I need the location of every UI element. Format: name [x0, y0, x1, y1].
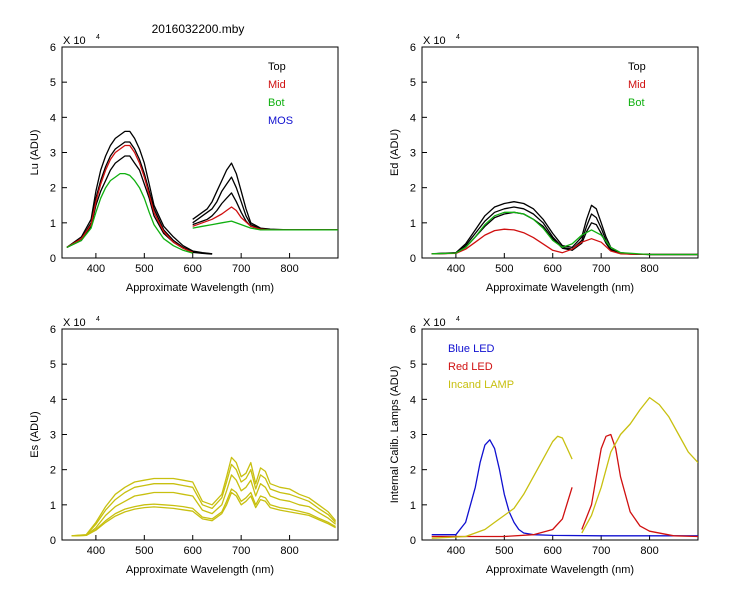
- legend-entry-incand-lamp: Incand LAMP: [448, 379, 514, 391]
- y-tick-label: 0: [50, 253, 56, 265]
- y-tick-label: 2: [410, 465, 416, 477]
- chart-ed: 400 500 600 700 800 0 1 2 3 4 5 6 X 10 4 Approximate W…: [389, 34, 699, 294]
- figure-title: 2016032200.mby: [152, 22, 245, 36]
- y-tick-label: 0: [410, 535, 416, 547]
- y-tick-label: 5: [50, 359, 56, 371]
- y-axis-label: Lu (ADU): [29, 130, 41, 176]
- y-tick-label: 2: [410, 183, 416, 195]
- y-axis-label: Ed (ADU): [389, 129, 401, 176]
- y-tick-label: 1: [410, 218, 416, 230]
- x-tick-label: 800: [280, 263, 298, 275]
- x-tick-label: 800: [280, 545, 298, 557]
- x-tick-label: 500: [135, 263, 153, 275]
- legend-entry-bot: Bot: [628, 97, 645, 109]
- exponent-value: 4: [96, 316, 100, 323]
- series-line-es-2: [71, 463, 337, 537]
- legend-entry-mos: MOS: [268, 115, 293, 127]
- y-tick-label: 6: [50, 42, 56, 54]
- y-tick-label: 1: [50, 218, 56, 230]
- series-line-es-3: [71, 474, 337, 537]
- x-tick-label: 500: [495, 263, 513, 275]
- legend-entry-mid: Mid: [268, 79, 286, 91]
- series-line-bot: [431, 211, 698, 256]
- x-tick-label: 400: [87, 263, 105, 275]
- series-line-bot: [66, 172, 338, 254]
- x-tick-label: 500: [495, 545, 513, 557]
- series-line-es-1: [71, 456, 337, 537]
- y-tick-label: 4: [410, 394, 416, 406]
- x-tick-label: 700: [232, 263, 250, 275]
- exponent-value: 4: [96, 34, 100, 41]
- legend-entry-blue-led: Blue LED: [448, 343, 495, 355]
- x-axis-label: Approximate Wavelength (nm): [126, 282, 274, 294]
- y-tick-label: 5: [410, 77, 416, 89]
- x-tick-label: 700: [592, 545, 610, 557]
- y-tick-label: 3: [50, 148, 56, 160]
- y-tick-label: 5: [50, 77, 56, 89]
- y-tick-label: 0: [410, 253, 416, 265]
- y-tick-label: 2: [50, 183, 56, 195]
- y-tick-label: 1: [50, 500, 56, 512]
- series-line-red-led: [431, 433, 698, 538]
- exponent-label: X 10: [63, 35, 86, 47]
- exponent-label: X 10: [423, 35, 446, 47]
- x-tick-label: 600: [544, 545, 562, 557]
- legend-entry-bot: Bot: [268, 97, 285, 109]
- x-tick-label: 800: [640, 263, 658, 275]
- x-tick-label: 600: [184, 263, 202, 275]
- legend-entry-top: Top: [268, 61, 286, 73]
- chart-es: 400 500 600 700 800 0 1 2 3 4 5 6 X 10 4 Approximate W…: [29, 316, 339, 576]
- y-tick-label: 3: [50, 430, 56, 442]
- legend-entry-top: Top: [628, 61, 646, 73]
- exponent-label: X 10: [423, 317, 446, 329]
- y-tick-label: 6: [410, 324, 416, 336]
- x-tick-label: 400: [87, 545, 105, 557]
- exponent-value: 4: [456, 34, 460, 41]
- y-axis-label: Internal Calib. Lamps (ADU): [389, 366, 401, 504]
- x-tick-label: 700: [592, 263, 610, 275]
- x-tick-label: 800: [640, 545, 658, 557]
- x-tick-label: 500: [135, 545, 153, 557]
- series-line-mid: [431, 228, 698, 256]
- x-tick-label: 400: [447, 545, 465, 557]
- y-tick-label: 0: [50, 535, 56, 547]
- x-axis-label: Approximate Wavelength (nm): [126, 564, 274, 576]
- exponent-label: X 10: [63, 317, 86, 329]
- y-axis-label: Es (ADU): [29, 411, 41, 457]
- legend-entry-red-led: Red LED: [448, 361, 493, 373]
- y-tick-label: 4: [50, 112, 56, 124]
- x-tick-label: 700: [232, 545, 250, 557]
- y-tick-label: 4: [410, 112, 416, 124]
- series-line-es-4: [71, 488, 336, 537]
- x-tick-label: 600: [184, 545, 202, 557]
- y-tick-label: 4: [50, 394, 56, 406]
- y-tick-label: 1: [410, 500, 416, 512]
- series-line-incand-lamp: [431, 396, 698, 539]
- series-line-es-5: [71, 491, 336, 537]
- chart-lu: 400 500 600 700 800 0 1 2 3 4 5 6 X 10 4 Approximate W…: [29, 34, 339, 294]
- y-tick-label: 6: [50, 324, 56, 336]
- y-tick-label: 3: [410, 430, 416, 442]
- chart-cal: 400 500 600 700 800 0 1 2 3 4 5 6 X 10 4 Approximate W…: [389, 316, 699, 576]
- y-tick-label: 2: [50, 465, 56, 477]
- series-line-blue-led: [431, 439, 698, 537]
- x-axis-label: Approximate Wavelength (nm): [486, 564, 634, 576]
- y-tick-label: 3: [410, 148, 416, 160]
- x-axis-label: Approximate Wavelength (nm): [486, 282, 634, 294]
- y-tick-label: 6: [410, 42, 416, 54]
- x-tick-label: 600: [544, 263, 562, 275]
- x-tick-label: 400: [447, 263, 465, 275]
- legend-entry-mid: Mid: [628, 79, 646, 91]
- y-tick-label: 5: [410, 359, 416, 371]
- exponent-value: 4: [456, 316, 460, 323]
